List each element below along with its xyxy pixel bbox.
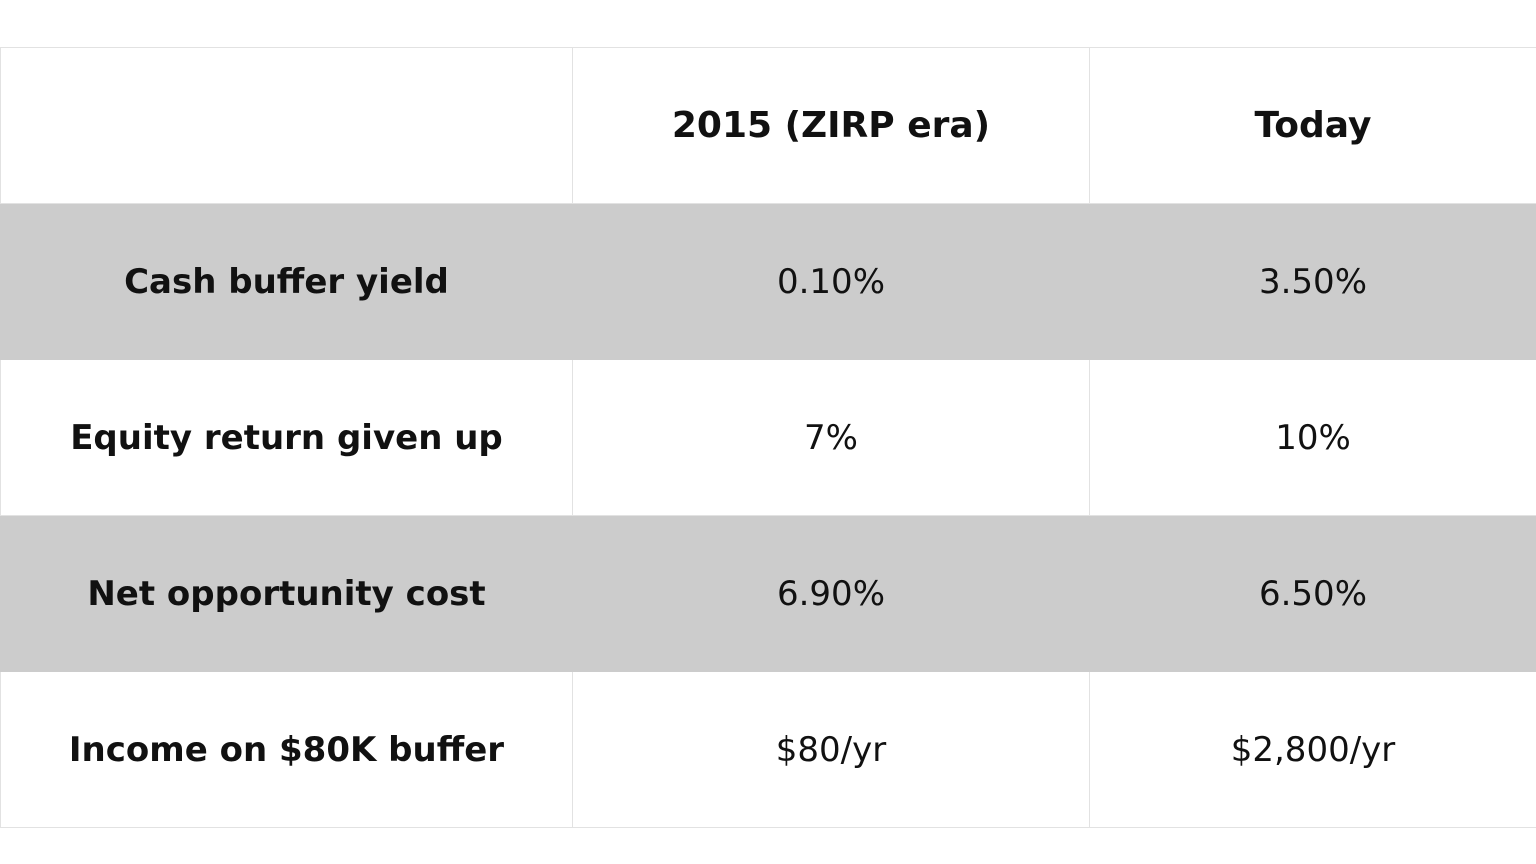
cell: 6.50% (1089, 515, 1536, 672)
row-label: Cash buffer yield (0, 203, 573, 360)
cell: 6.90% (572, 515, 1090, 672)
table-row: Equity return given up 7% 10% (0, 359, 1536, 516)
empty-header (0, 47, 573, 204)
table-row: Net opportunity cost 6.90% 6.50% (0, 515, 1536, 672)
cell: 10% (1089, 359, 1536, 516)
table-row: Cash buffer yield 0.10% 3.50% (0, 203, 1536, 360)
cell: $80/yr (572, 671, 1090, 828)
row-label: Income on $80K buffer (0, 671, 573, 828)
cell: 3.50% (1089, 203, 1536, 360)
cell: $2,800/yr (1089, 671, 1536, 828)
cell: 0.10% (572, 203, 1090, 360)
comparison-table: 2015 (ZIRP era) Today Cash buffer yield 0.… (0, 47, 1536, 828)
row-label: Equity return given up (0, 359, 573, 516)
table-row: Income on $80K buffer $80/yr $2,800/yr (0, 671, 1536, 828)
column-header: Today (1089, 47, 1536, 204)
header-row: 2015 (ZIRP era) Today (0, 47, 1536, 204)
cell: 7% (572, 359, 1090, 516)
row-label: Net opportunity cost (0, 515, 573, 672)
column-header: 2015 (ZIRP era) (572, 47, 1090, 204)
